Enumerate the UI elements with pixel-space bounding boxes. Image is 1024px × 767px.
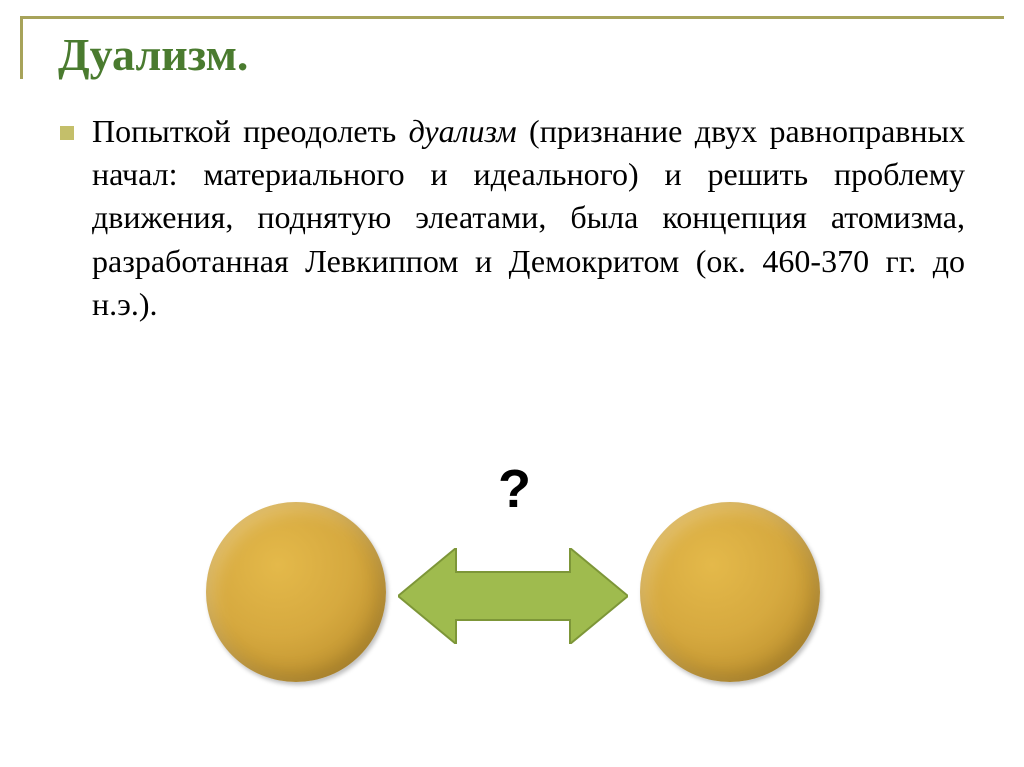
- question-mark: ?: [498, 458, 531, 520]
- bullet-square-icon: [60, 126, 74, 140]
- slide-title: Дуализм.: [58, 28, 248, 81]
- bullet-item: Попыткой преодолеть дуализм (признание д…: [60, 110, 965, 326]
- slide: Дуализм. Попыткой преодолеть дуализм (пр…: [0, 0, 1024, 767]
- paragraph: Попыткой преодолеть дуализм (признание д…: [92, 110, 965, 326]
- body-text-block: Попыткой преодолеть дуализм (признание д…: [60, 110, 965, 326]
- double-arrow-icon: [398, 548, 628, 649]
- circle-right: [640, 502, 820, 682]
- para-pre: Попыткой преодолеть: [92, 113, 409, 149]
- para-italic: дуализм: [409, 113, 517, 149]
- circle-left: [206, 502, 386, 682]
